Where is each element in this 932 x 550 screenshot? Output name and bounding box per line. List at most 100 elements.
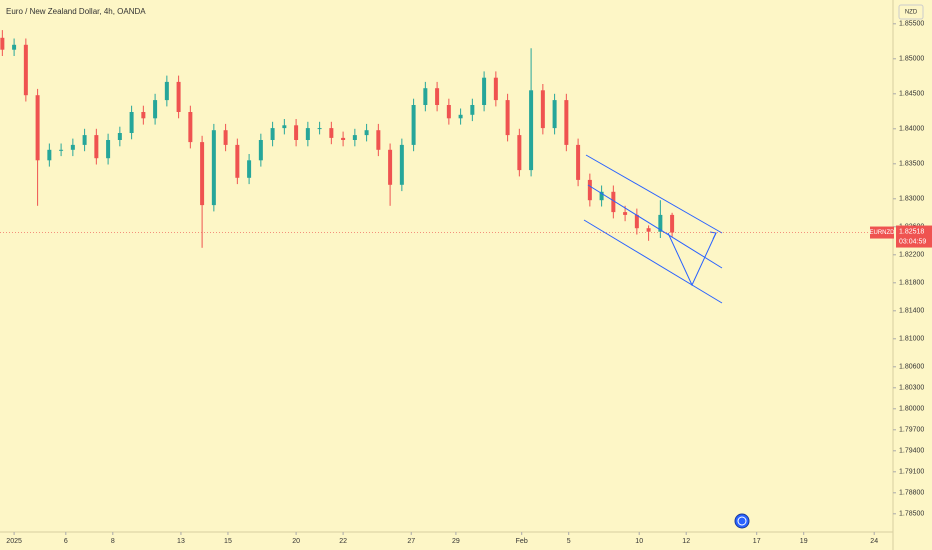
candle-body [117,133,122,140]
y-tick-label: 1.81400 [899,308,924,315]
x-tick-label: 17 [753,538,761,545]
event-icon[interactable] [734,513,750,529]
candle-body [376,130,381,150]
candle-body [423,88,428,105]
candle-body [388,149,393,185]
candle-body [646,228,651,232]
x-tick-label: 10 [635,538,643,545]
channel-upper [585,154,723,234]
candle-body [317,128,322,130]
x-tick-label: 2025 [6,538,22,545]
y-tick-label: 1.79100 [899,469,924,476]
plot [0,30,675,248]
price-tag [896,225,932,248]
x-tick-label: 15 [224,538,232,545]
y-tick-label: 1.84500 [899,91,924,98]
candle-body [188,112,193,143]
currency-box[interactable] [898,4,924,20]
candle-body [129,112,134,133]
candle-body [576,144,581,180]
candle-body [70,144,75,150]
x-tick-label: 13 [177,538,185,545]
candle-body [258,140,263,161]
candle-body [611,191,616,213]
candle-body [282,125,287,129]
candle-body [470,105,475,115]
candle-body [670,214,675,233]
candle-body [399,144,404,185]
candle-body [23,44,28,96]
candle-body [599,191,604,201]
candle-body [223,130,228,145]
symbol-tag [870,226,894,239]
y-tick-label: 1.83000 [899,196,924,203]
candle-body [552,100,557,129]
x-tick-label: 5 [567,538,571,545]
countdown: 03:04:59 [899,238,926,245]
x-tick-label: 27 [407,538,415,545]
candle-body [211,130,216,206]
candle-body [446,105,451,119]
y-tick-label: 1.80300 [899,385,924,392]
y-tick-label: 1.85500 [899,21,924,28]
y-tick-label: 1.81800 [899,280,924,287]
candle-body [634,214,639,229]
candle-body [540,90,545,129]
candle-body [270,128,275,140]
y-tick-label: 1.80000 [899,406,924,413]
y-tick-label: 1.78500 [899,511,924,518]
y-tick-label: 1.83500 [899,161,924,168]
candle-body [493,77,498,101]
channel-lower [583,219,723,304]
candle-body [94,135,99,159]
candle-body [200,142,205,206]
x-tick-label: 19 [800,538,808,545]
y-tick-label: 1.81000 [899,336,924,343]
drawings [583,154,723,304]
y-tick-label: 1.85000 [899,56,924,63]
x-tick-label: 8 [111,538,115,545]
candle-body [153,100,158,119]
candle-body [364,130,369,136]
candle-body [411,105,416,145]
candle-body [235,144,240,178]
x-tick-label: 22 [339,538,347,545]
candle-body [341,137,346,140]
candle-body [59,149,64,151]
candle-body [141,112,146,119]
candle-body [623,212,628,215]
candle-body [435,88,440,105]
y-tick-label: 1.84000 [899,126,924,133]
projection-arrow [667,232,717,287]
candle-body [458,114,463,119]
y-tick-label: 1.82200 [899,252,924,259]
candle-body [247,160,252,178]
candle-body [352,135,357,140]
x-tick-label: 29 [452,538,460,545]
y-tick-label: 1.79400 [899,448,924,455]
chart-title: Euro / New Zealand Dollar, 4h, OANDA [6,7,146,16]
candle-body [517,135,522,171]
x-tick-label: 24 [870,538,878,545]
candle-body [505,100,510,136]
x-tick-label: Feb [516,538,528,545]
candle-body [482,77,487,105]
candle-body [658,214,663,232]
candle-body [176,81,181,112]
candle-body [294,125,299,140]
y-tick-label: 1.79700 [899,427,924,434]
candle-body [35,95,40,161]
candle-body [82,135,87,145]
channel-middle [587,184,723,269]
y-tick-label: 1.80600 [899,364,924,371]
x-tick-label: 6 [64,538,68,545]
event-icon-ring [737,516,747,526]
symbol-tag-label: EURNZD [870,230,896,236]
candle-body [0,37,5,50]
price-tag-label: 1.82518 [899,228,924,235]
candle-body [47,149,52,161]
candle-body [164,81,169,101]
candle-body [587,179,592,201]
